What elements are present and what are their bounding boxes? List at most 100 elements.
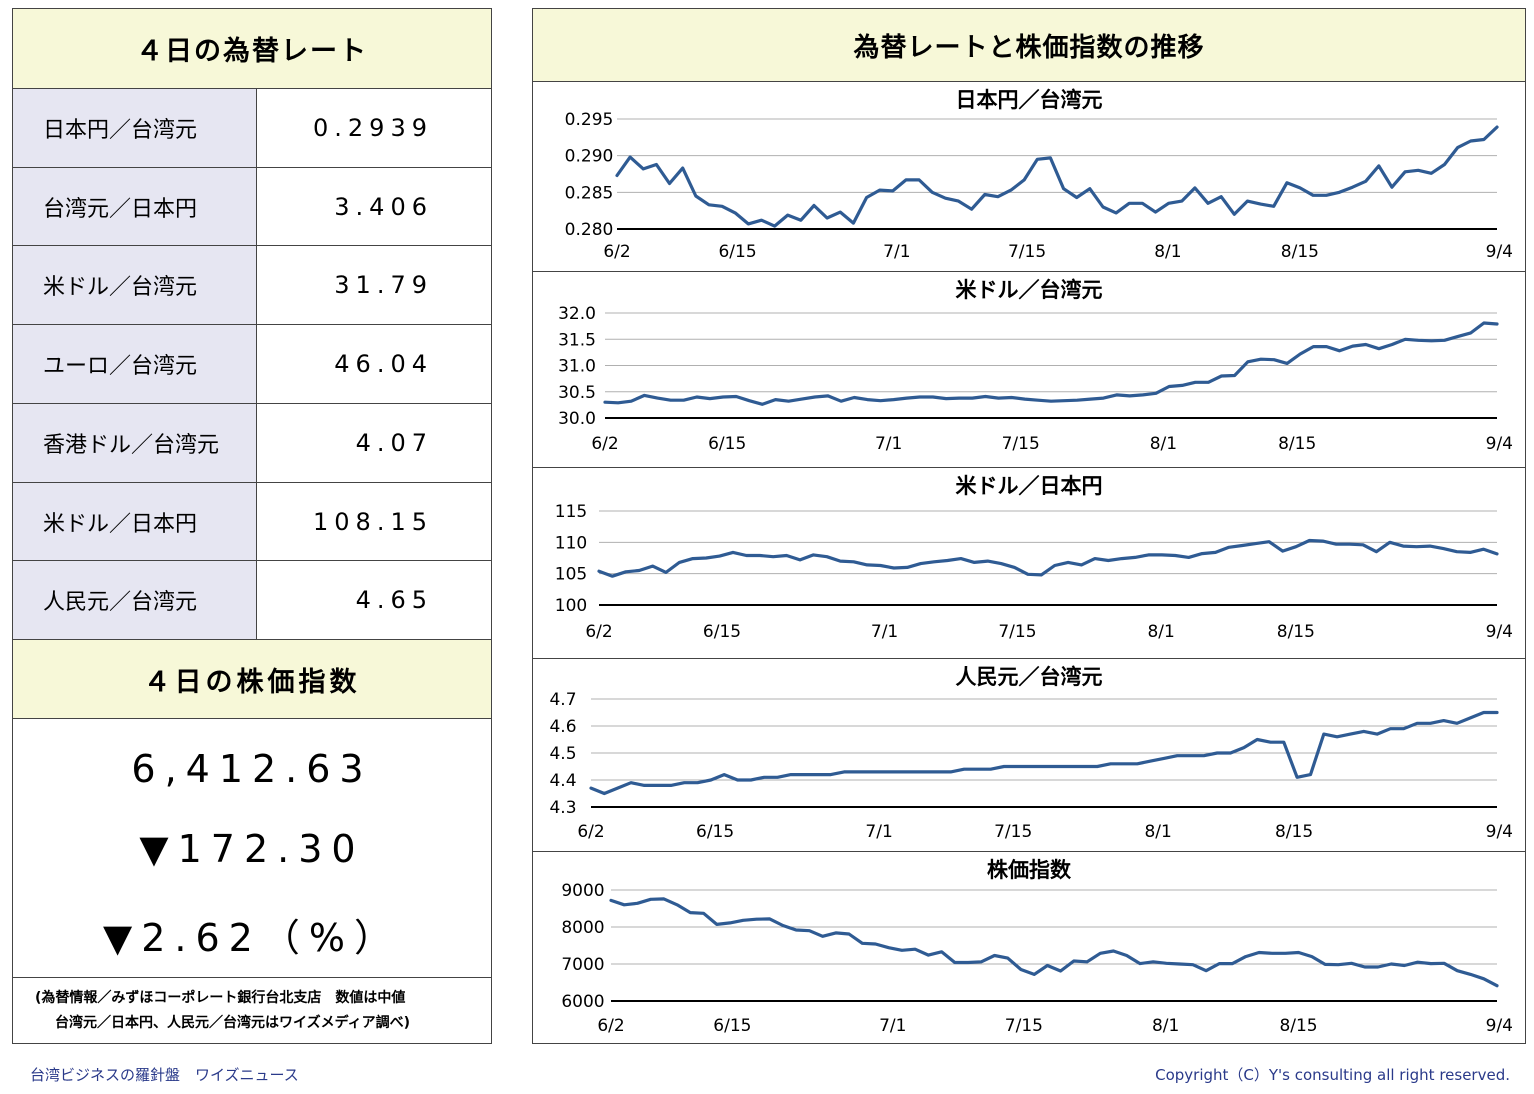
- y-tick-label: 30.0: [558, 409, 596, 429]
- x-tick-label: 7/1: [875, 434, 902, 454]
- x-tick-label: 9/4: [1486, 434, 1513, 454]
- fx-header: ４日の為替レート: [13, 9, 491, 88]
- x-tick-label: 7/1: [883, 242, 910, 262]
- y-tick-label: 105: [555, 565, 587, 585]
- rate-row: ユーロ／台湾元 46.04: [13, 324, 491, 404]
- rate-value: 108.15: [313, 507, 433, 536]
- x-tick-label: 9/4: [1486, 1016, 1513, 1036]
- rate-label: 日本円／台湾元: [13, 89, 257, 167]
- chart-jpy-twd-panel: 日本円／台湾元 0.280 0.285 0.290 0.295 6/2 6/15 7/1 7/1…: [533, 81, 1525, 272]
- series-line: [589, 710, 1499, 796]
- rate-value: 4.65: [355, 586, 433, 615]
- rate-row: 米ドル／台湾元 31.79: [13, 245, 491, 325]
- y-tick-label: 9000: [561, 881, 604, 901]
- chart-title: 株価指数: [987, 858, 1072, 882]
- rate-label: 人民元／台湾元: [13, 561, 257, 640]
- rate-label: 台湾元／日本円: [13, 167, 257, 246]
- chart-cny-twd: 人民元／台湾元 4.3 4.4 4.5 4.6 4.7 6/2 6/15 7/1 7/15 8/1 8…: [549, 665, 1513, 842]
- chart-jpy-twd: 日本円／台湾元 0.280 0.285 0.290 0.295 6/2 6/15 7/1 7/1…: [565, 88, 1513, 262]
- x-tick-label: 8/1: [1144, 822, 1171, 842]
- x-tick-label: 8/1: [1147, 622, 1174, 642]
- y-tick-label: 6000: [561, 992, 604, 1012]
- y-tick-label: 32.0: [558, 304, 596, 324]
- x-tick-label: 6/2: [585, 622, 612, 642]
- x-tick-label: 8/1: [1154, 242, 1181, 262]
- charts-panel: 為替レートと株価指数の推移 日本円／台湾元 0.280 0.285 0.290 0.29…: [532, 8, 1526, 1044]
- y-tick-label: 8000: [561, 918, 604, 938]
- x-tick-label: 6/2: [597, 1016, 624, 1036]
- y-tick-label: 4.7: [549, 690, 576, 710]
- stock-header: ４日の株価指数: [13, 639, 491, 719]
- source-note-line2: 台湾元／日本円、人民元／台湾元はワイズメディア調べ): [55, 1015, 410, 1031]
- source-note-line1: (為替情報／みずほコーポレート銀行台北支店 数値は中値: [35, 990, 406, 1006]
- x-tick-label: 7/15: [994, 822, 1032, 842]
- rate-value: 0.2939: [313, 114, 433, 142]
- footer-copyright: Copyright（C）Y's consulting all right res…: [1155, 1066, 1510, 1084]
- chart-usd-twd: 米ドル／台湾元 30.0 30.5 31.0 31.5 32.0 6/2 6/15 7/1 7/1…: [558, 278, 1513, 454]
- chart-stock-index-panel: 株価指数 6000 7000 8000 9000 6/2 6/15 7/1 7/15 8/1 8/1…: [533, 851, 1525, 1045]
- x-tick-label: 7/15: [998, 622, 1036, 642]
- stock-index-percent: ▼2.62（%）: [103, 916, 401, 960]
- footer-brand: 台湾ビジネスの羅針盤 ワイズニュース: [30, 1066, 299, 1084]
- y-tick-label: 31.5: [558, 330, 596, 350]
- x-tick-label: 9/4: [1486, 242, 1513, 262]
- chart-usd-twd-panel: 米ドル／台湾元 30.0 30.5 31.0 31.5 32.0 6/2 6/15 7/1 7/1…: [533, 271, 1525, 468]
- x-tick-label: 7/15: [1005, 1016, 1043, 1036]
- y-tick-label: 115: [555, 502, 587, 522]
- rate-row: 香港ドル／台湾元 4.07: [13, 402, 491, 482]
- series-line: [609, 897, 1499, 988]
- rate-row: 日本円／台湾元 0.2939: [13, 88, 491, 167]
- chart-usd-jpy: 米ドル／日本円 100 105 110 115 6/2 6/15 7/1 7/15 8/1 8/15…: [555, 474, 1513, 642]
- y-tick-label: 7000: [561, 955, 604, 975]
- y-tick-label: 4.4: [549, 771, 576, 791]
- x-tick-label: 7/15: [1008, 242, 1046, 262]
- chart-stock-index: 株価指数 6000 7000 8000 9000 6/2 6/15 7/1 7/15 8/1 8/1…: [561, 858, 1513, 1036]
- y-tick-label: 4.6: [549, 717, 576, 737]
- x-tick-label: 8/15: [1281, 242, 1319, 262]
- series-line: [603, 321, 1499, 406]
- x-tick-label: 6/2: [603, 242, 630, 262]
- y-tick-label: 4.3: [549, 798, 576, 818]
- series-line: [597, 538, 1499, 578]
- chart-cny-twd-panel: 人民元／台湾元 4.3 4.4 4.5 4.6 4.7 6/2 6/15 7/1 7/15 8/1 8…: [533, 658, 1525, 852]
- rate-label: 香港ドル／台湾元: [13, 403, 257, 482]
- y-tick-label: 100: [555, 596, 587, 616]
- y-tick-label: 31.0: [558, 357, 596, 377]
- y-tick-label: 30.5: [558, 383, 596, 403]
- x-tick-label: 9/4: [1486, 822, 1513, 842]
- rate-label: 米ドル／台湾元: [13, 246, 257, 325]
- x-tick-label: 8/15: [1279, 1016, 1317, 1036]
- chart-usd-jpy-panel: 米ドル／日本円 100 105 110 115 6/2 6/15 7/1 7/15 8/1 8/15…: [533, 467, 1525, 659]
- series-line: [615, 125, 1499, 228]
- stock-index-value: 6,412.63: [131, 747, 373, 791]
- chart-title: 人民元／台湾元: [956, 665, 1103, 689]
- x-tick-label: 7/1: [871, 622, 898, 642]
- chart-title: 米ドル／台湾元: [956, 278, 1103, 302]
- stock-index-change: ▼172.30: [139, 827, 365, 871]
- x-tick-label: 6/2: [577, 822, 604, 842]
- x-tick-label: 8/15: [1275, 822, 1313, 842]
- x-tick-label: 7/1: [865, 822, 892, 842]
- x-tick-label: 6/15: [703, 622, 741, 642]
- x-tick-label: 6/15: [713, 1016, 751, 1036]
- rate-row: 台湾元／日本円 3.406: [13, 166, 491, 246]
- rate-row: 人民元／台湾元 4.65: [13, 560, 491, 640]
- rate-row: 米ドル／日本円 108.15: [13, 481, 491, 561]
- y-tick-label: 110: [555, 533, 587, 553]
- x-tick-label: 6/15: [708, 434, 746, 454]
- rate-label: 米ドル／日本円: [13, 482, 257, 561]
- rates-panel: ４日の為替レート 日本円／台湾元 0.2939 台湾元／日本円 3.406 米ドル／台湾…: [12, 8, 492, 1044]
- x-tick-label: 7/1: [879, 1016, 906, 1036]
- x-tick-label: 6/15: [718, 242, 756, 262]
- x-tick-label: 6/15: [696, 822, 734, 842]
- x-tick-label: 8/1: [1152, 1016, 1179, 1036]
- rate-value: 3.406: [334, 192, 433, 221]
- y-tick-label: 0.290: [565, 147, 614, 167]
- rate-value: 46.04: [334, 350, 433, 379]
- y-tick-label: 0.285: [565, 183, 614, 203]
- charts-title: 為替レートと株価指数の推移: [533, 9, 1525, 82]
- x-tick-label: 8/15: [1278, 434, 1316, 454]
- x-tick-label: 8/15: [1277, 622, 1315, 642]
- x-tick-label: 9/4: [1486, 622, 1513, 642]
- chart-title: 日本円／台湾元: [956, 88, 1103, 112]
